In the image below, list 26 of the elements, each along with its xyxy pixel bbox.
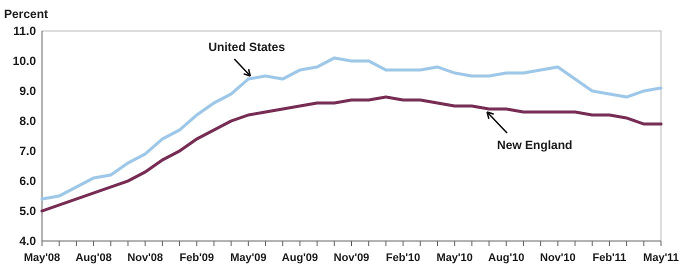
x-tick-label: May'11: [643, 252, 679, 264]
y-tick-label: 10.0: [12, 54, 36, 68]
y-axis-title: Percent: [4, 7, 48, 21]
x-tick-label: May'08: [24, 252, 60, 264]
y-tick-label: 5.0: [19, 204, 36, 218]
y-tick-label: 8.0: [19, 114, 36, 128]
x-tick-label: May'10: [436, 252, 473, 264]
y-tick-label: 4.0: [19, 234, 36, 248]
x-tick-label: Nov'09: [334, 252, 370, 264]
x-tick-label: Feb'09: [180, 252, 214, 264]
y-tick-label: 11.0: [13, 24, 36, 38]
text: New England: [497, 138, 572, 152]
x-tick-label: Aug'08: [75, 252, 112, 264]
line-series: [40, 96, 662, 212]
x-tick-label: Nov'10: [540, 252, 576, 264]
x-tick-label: May'09: [230, 252, 266, 264]
line-series: [40, 56, 662, 200]
y-tick-label: 7.0: [19, 144, 36, 158]
x-tick-label: Feb'10: [386, 252, 420, 264]
y-tick-label: 9.0: [19, 84, 36, 98]
x-tick-label: Feb'11: [592, 252, 626, 264]
y-tick-label: 6.0: [19, 174, 36, 188]
x-tick-label: Aug'10: [488, 252, 524, 264]
series-label: United States: [208, 40, 286, 54]
x-tick-label: Aug'09: [282, 252, 318, 264]
x-tick-label: Nov'08: [127, 252, 163, 264]
